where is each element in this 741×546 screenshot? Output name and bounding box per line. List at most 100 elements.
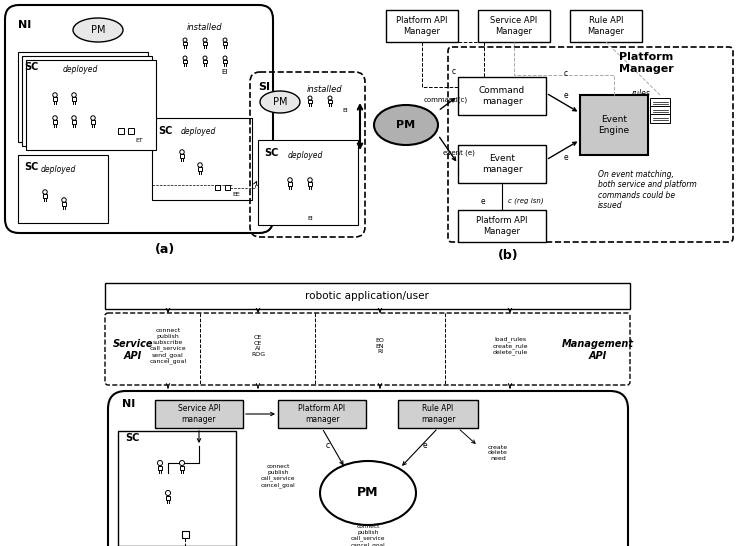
FancyBboxPatch shape <box>478 10 550 42</box>
Text: c (reg lsn): c (reg lsn) <box>508 198 544 204</box>
Text: EE: EE <box>232 193 240 198</box>
Text: Service API
Manager: Service API Manager <box>491 16 538 35</box>
FancyBboxPatch shape <box>158 466 162 470</box>
FancyBboxPatch shape <box>225 185 230 190</box>
Text: Rule API
manager: Rule API manager <box>421 404 455 424</box>
FancyBboxPatch shape <box>184 42 187 45</box>
FancyBboxPatch shape <box>580 95 648 155</box>
Text: PM: PM <box>273 97 288 107</box>
Text: event (e): event (e) <box>443 150 475 156</box>
FancyBboxPatch shape <box>398 400 478 428</box>
Text: SI: SI <box>258 82 270 92</box>
Text: command(c): command(c) <box>424 97 468 103</box>
Text: Management
API: Management API <box>562 339 634 361</box>
Text: c: c <box>564 68 568 78</box>
Text: create
delete
need: create delete need <box>488 444 508 461</box>
Text: c: c <box>452 67 456 75</box>
FancyBboxPatch shape <box>215 185 220 190</box>
FancyBboxPatch shape <box>650 106 670 115</box>
Text: deployed: deployed <box>180 128 216 136</box>
Ellipse shape <box>320 461 416 525</box>
Text: connect
publish
subscribe
call_service
send_goal
cancel_goal: connect publish subscribe call_service s… <box>150 328 187 364</box>
FancyBboxPatch shape <box>288 182 292 186</box>
Text: PM: PM <box>357 486 379 500</box>
Circle shape <box>179 460 185 466</box>
Text: EI: EI <box>222 69 228 75</box>
Circle shape <box>165 490 170 496</box>
Circle shape <box>90 116 96 120</box>
Ellipse shape <box>73 18 123 42</box>
Text: Service
API: Service API <box>113 339 153 361</box>
FancyBboxPatch shape <box>180 154 184 158</box>
FancyBboxPatch shape <box>328 100 331 103</box>
Text: EO
EN
RI: EO EN RI <box>376 337 385 354</box>
FancyBboxPatch shape <box>650 114 670 123</box>
FancyBboxPatch shape <box>72 97 76 101</box>
Text: rules: rules <box>631 88 651 98</box>
FancyBboxPatch shape <box>62 202 66 206</box>
FancyBboxPatch shape <box>8 8 273 233</box>
FancyBboxPatch shape <box>198 167 202 171</box>
Text: EI: EI <box>342 108 348 112</box>
Text: Platform
Manager: Platform Manager <box>619 52 674 74</box>
Text: e: e <box>564 152 568 162</box>
Text: Event
Engine: Event Engine <box>599 115 630 135</box>
Text: SC: SC <box>24 62 39 72</box>
FancyBboxPatch shape <box>108 391 628 546</box>
Circle shape <box>53 93 57 97</box>
Text: Service API
manager: Service API manager <box>178 404 220 424</box>
Circle shape <box>72 93 76 97</box>
Circle shape <box>198 163 202 167</box>
Text: Platform API
manager: Platform API manager <box>299 404 345 424</box>
FancyBboxPatch shape <box>53 120 57 124</box>
FancyBboxPatch shape <box>650 98 670 107</box>
FancyBboxPatch shape <box>258 140 358 225</box>
Text: EI: EI <box>307 216 313 221</box>
FancyBboxPatch shape <box>18 155 108 223</box>
Text: ET: ET <box>135 138 143 143</box>
FancyBboxPatch shape <box>128 128 134 134</box>
Text: load_rules
create_rule
delete_rule: load_rules create_rule delete_rule <box>492 337 528 355</box>
Text: Command
manager: Command manager <box>479 86 525 106</box>
FancyBboxPatch shape <box>152 118 252 200</box>
FancyBboxPatch shape <box>72 120 76 124</box>
Text: e: e <box>481 197 485 205</box>
Circle shape <box>62 198 66 202</box>
Text: SC: SC <box>264 148 279 158</box>
Text: NI: NI <box>18 20 31 30</box>
FancyBboxPatch shape <box>458 210 546 242</box>
Circle shape <box>158 460 162 466</box>
Text: On event matching,
both service and platform
commands could be
issued: On event matching, both service and plat… <box>598 170 697 210</box>
Circle shape <box>223 56 227 60</box>
Text: SC: SC <box>24 162 39 172</box>
FancyBboxPatch shape <box>204 42 207 45</box>
Text: CE
CE
AI
ROG: CE CE AI ROG <box>251 335 265 357</box>
FancyBboxPatch shape <box>386 10 458 42</box>
Circle shape <box>53 116 57 120</box>
FancyBboxPatch shape <box>22 56 152 146</box>
FancyBboxPatch shape <box>155 400 243 428</box>
FancyBboxPatch shape <box>43 194 47 198</box>
Text: e: e <box>422 442 428 450</box>
Text: deployed: deployed <box>40 165 76 175</box>
FancyBboxPatch shape <box>14 14 273 233</box>
FancyBboxPatch shape <box>53 97 57 101</box>
FancyBboxPatch shape <box>26 60 156 150</box>
Text: installed: installed <box>187 23 223 33</box>
Circle shape <box>183 56 187 60</box>
Text: deployed: deployed <box>288 151 322 161</box>
Text: PM: PM <box>396 120 416 130</box>
Ellipse shape <box>374 105 438 145</box>
Circle shape <box>43 190 47 194</box>
Text: NI: NI <box>122 399 136 409</box>
Text: SC: SC <box>125 433 139 443</box>
Circle shape <box>180 150 185 154</box>
Text: deployed: deployed <box>62 66 98 74</box>
FancyBboxPatch shape <box>105 283 630 309</box>
Text: SC: SC <box>158 126 173 136</box>
Text: e: e <box>564 91 568 99</box>
FancyBboxPatch shape <box>458 145 546 183</box>
Text: connect
publish
call_service
cancel_goal: connect publish call_service cancel_goal <box>350 524 385 546</box>
Text: Platform API
Manager: Platform API Manager <box>476 216 528 236</box>
Text: Event
manager: Event manager <box>482 155 522 174</box>
